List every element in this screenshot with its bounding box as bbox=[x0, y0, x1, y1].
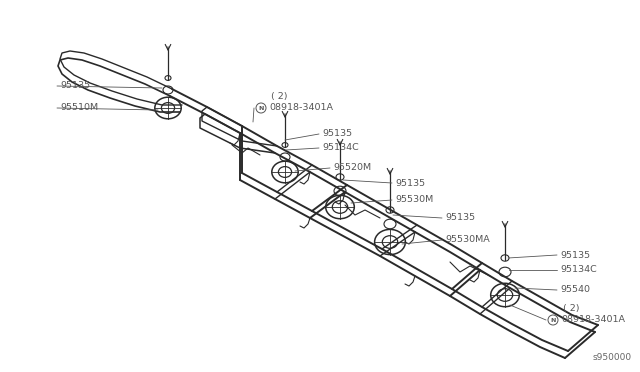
Text: 95520M: 95520M bbox=[333, 164, 371, 173]
Text: 95530M: 95530M bbox=[395, 196, 433, 205]
Text: 95135: 95135 bbox=[560, 250, 590, 260]
Text: ( 2): ( 2) bbox=[271, 92, 287, 100]
Text: 95530MA: 95530MA bbox=[445, 235, 490, 244]
Text: 95510M: 95510M bbox=[60, 103, 98, 112]
Text: s950000: s950000 bbox=[593, 353, 632, 362]
Text: 95135: 95135 bbox=[322, 129, 352, 138]
Text: 95135: 95135 bbox=[445, 214, 475, 222]
Text: 95134C: 95134C bbox=[322, 144, 359, 153]
Text: 08918-3401A: 08918-3401A bbox=[561, 315, 625, 324]
Text: 95135: 95135 bbox=[395, 179, 425, 187]
Text: 95134C: 95134C bbox=[560, 266, 596, 275]
Text: 95135: 95135 bbox=[60, 81, 90, 90]
Text: ( 2): ( 2) bbox=[563, 304, 579, 312]
Text: 95540: 95540 bbox=[560, 285, 590, 295]
Text: N: N bbox=[259, 106, 264, 110]
Text: 08918-3401A: 08918-3401A bbox=[269, 103, 333, 112]
Text: N: N bbox=[550, 317, 556, 323]
